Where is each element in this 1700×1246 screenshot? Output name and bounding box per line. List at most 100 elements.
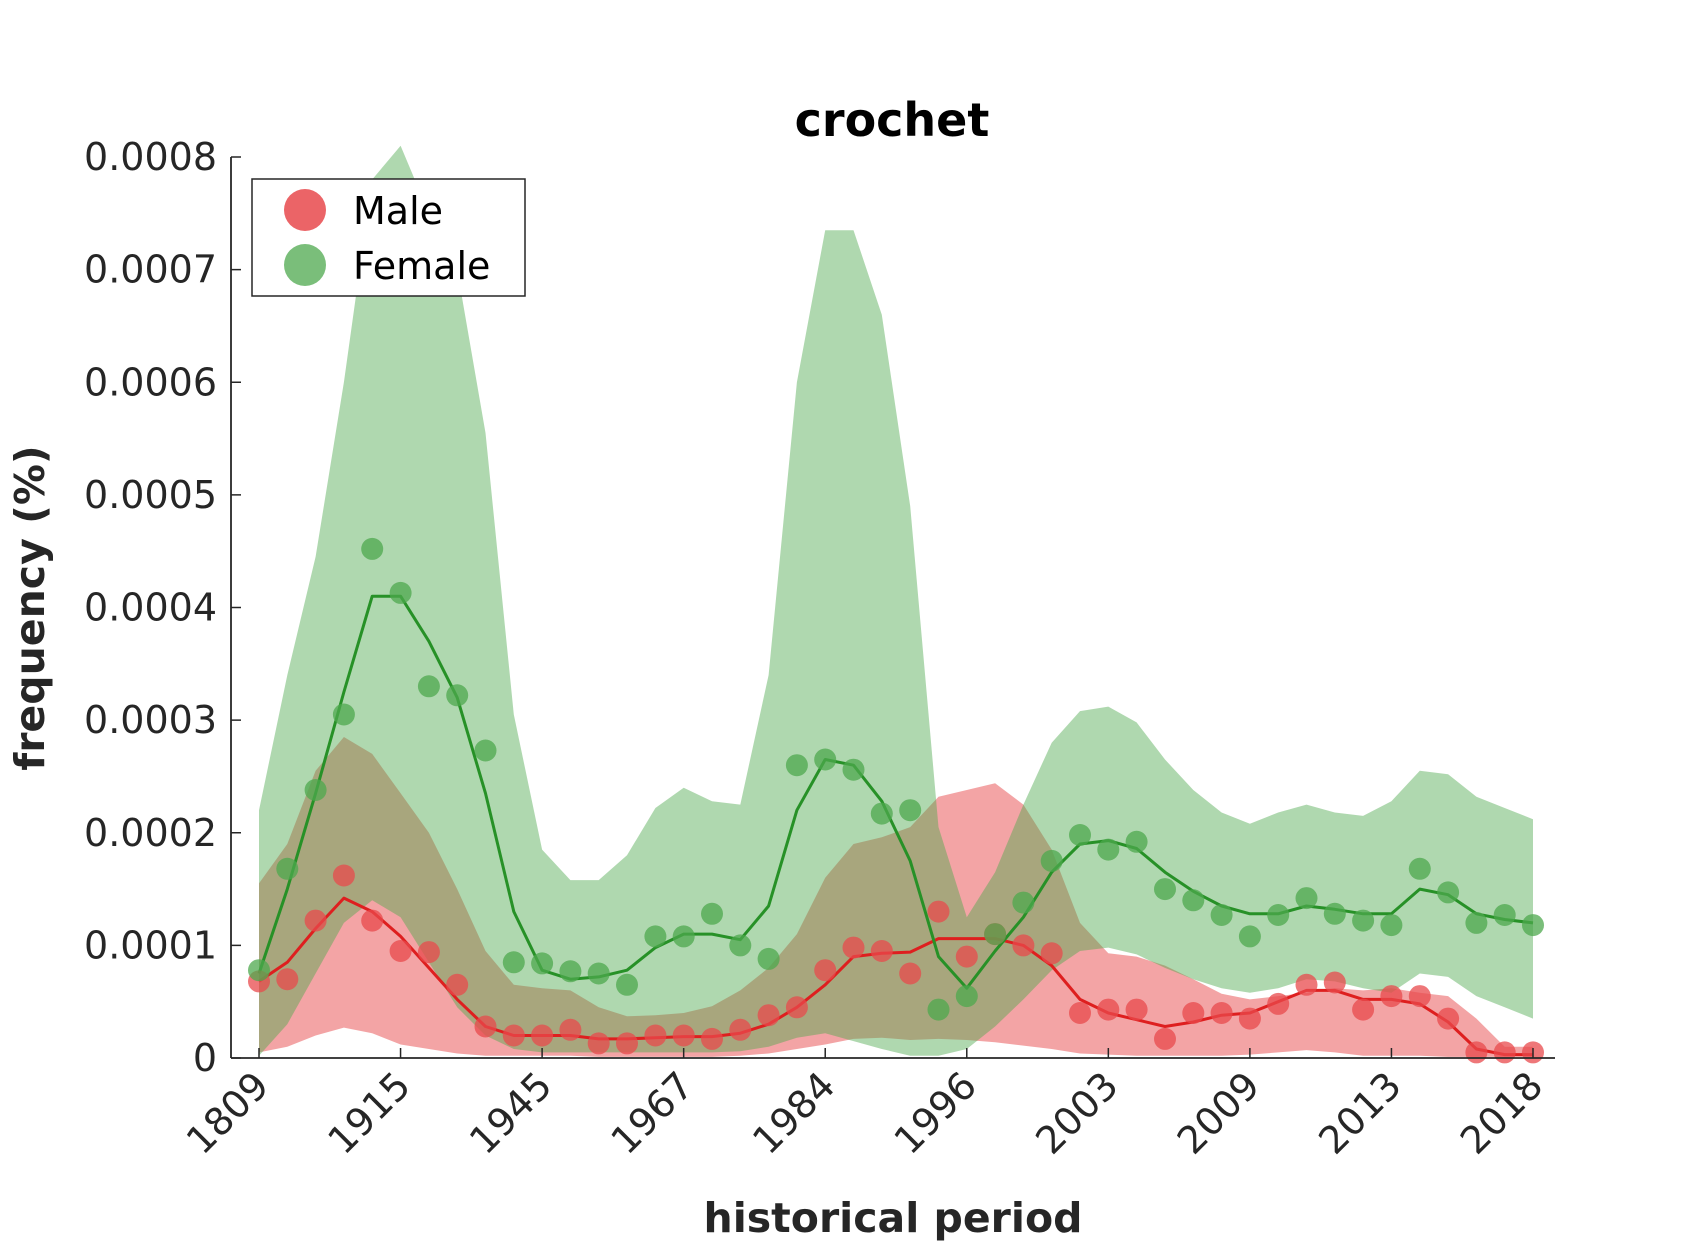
male-point	[701, 1027, 723, 1050]
male-point	[304, 909, 327, 932]
male-point	[1238, 1007, 1261, 1030]
male-point	[1182, 1002, 1205, 1024]
female-confidence-band	[259, 145, 1533, 1056]
female-point	[559, 960, 582, 983]
y-tick-label: 0.0004	[84, 586, 217, 630]
y-axis-label: frequency (%)	[6, 445, 54, 770]
y-tick-label: 0.0007	[84, 248, 217, 292]
female-point	[1380, 914, 1403, 937]
male-point	[1465, 1041, 1488, 1064]
y-tick-label: 0	[193, 1036, 217, 1080]
female-point	[1012, 891, 1035, 914]
female-point	[1040, 849, 1063, 872]
male-confidence-band	[259, 737, 1533, 1057]
male-point	[502, 1024, 525, 1047]
female-point	[1437, 881, 1460, 904]
male-point	[1352, 998, 1375, 1021]
female-point	[870, 802, 893, 825]
male-point	[1380, 985, 1403, 1008]
female-point	[1125, 830, 1148, 853]
female-point	[1493, 904, 1516, 926]
male-point	[361, 909, 384, 932]
male-point	[276, 968, 299, 991]
female-point	[1522, 914, 1544, 937]
male-point	[1493, 1041, 1516, 1064]
y-tick-label: 0.0006	[84, 360, 217, 404]
female-point	[644, 925, 667, 948]
female-point	[984, 923, 1007, 946]
male-point	[1012, 934, 1035, 957]
male-point	[1323, 971, 1346, 994]
confidence-bands	[259, 145, 1533, 1057]
chart-title: crochet	[795, 93, 990, 147]
male-point	[446, 973, 469, 996]
y-tick-label: 0.0001	[84, 923, 217, 967]
female-point	[1408, 857, 1431, 880]
female-point	[332, 703, 355, 726]
female-point	[531, 952, 554, 975]
male-point	[927, 900, 950, 923]
male-point	[332, 864, 355, 887]
female-point	[502, 951, 525, 974]
female-point	[587, 962, 610, 985]
female-point	[1154, 878, 1176, 901]
male-point	[1125, 998, 1148, 1021]
female-point	[757, 947, 780, 970]
female-point	[1323, 902, 1346, 925]
female-point	[672, 925, 695, 948]
female-point	[927, 998, 950, 1021]
y-tick-label: 0.0008	[84, 135, 217, 179]
female-point	[1352, 909, 1375, 932]
female-point	[701, 902, 723, 925]
male-point	[1210, 1002, 1233, 1024]
smoothed-lines	[257, 594, 1534, 1057]
male-point	[672, 1024, 695, 1047]
y-tick-label: 0.0002	[84, 811, 217, 855]
male-point	[1069, 1002, 1091, 1024]
male-point	[417, 941, 440, 964]
female-trend-line	[257, 594, 1534, 990]
legend: Male Female	[251, 178, 526, 297]
female-point	[1069, 824, 1091, 846]
male-point	[1097, 998, 1120, 1021]
male-point	[899, 962, 922, 985]
male-point	[1408, 985, 1431, 1008]
female-point	[955, 985, 978, 1008]
male-point	[531, 1024, 554, 1047]
female-point	[389, 581, 412, 604]
legend-marker-male	[284, 189, 326, 231]
female-point	[1210, 904, 1233, 926]
female-point	[729, 934, 752, 957]
legend-label-male: Male	[353, 189, 443, 233]
female-point	[1097, 838, 1120, 861]
female-point	[1182, 889, 1205, 912]
female-point	[1267, 904, 1290, 926]
data-points	[248, 537, 1544, 1064]
female-point	[842, 758, 865, 781]
male-point	[389, 940, 412, 962]
female-point	[1465, 911, 1488, 934]
legend-label-female: Female	[353, 244, 490, 288]
female-point	[1295, 887, 1318, 910]
male-point	[785, 996, 808, 1019]
male-point	[1154, 1027, 1176, 1050]
female-point	[446, 684, 469, 707]
y-tick-label: 0.0005	[84, 473, 217, 517]
female-point	[899, 799, 922, 822]
male-point	[1267, 992, 1290, 1015]
male-point	[1437, 1007, 1460, 1030]
male-point	[870, 940, 893, 962]
male-point	[474, 1015, 497, 1038]
female-point	[474, 739, 497, 762]
y-ticks: 0 0.0001 0.0002 0.0003 0.0004 0.0005 0.0006 0.0…	[84, 135, 241, 1080]
male-point	[559, 1018, 582, 1041]
male-point	[842, 936, 865, 959]
female-point	[276, 857, 299, 880]
male-point	[587, 1032, 610, 1055]
male-point	[729, 1018, 752, 1041]
legend-marker-female	[284, 244, 326, 286]
male-point	[644, 1024, 667, 1047]
female-point	[248, 959, 270, 982]
male-trend-line	[258, 896, 1533, 1057]
